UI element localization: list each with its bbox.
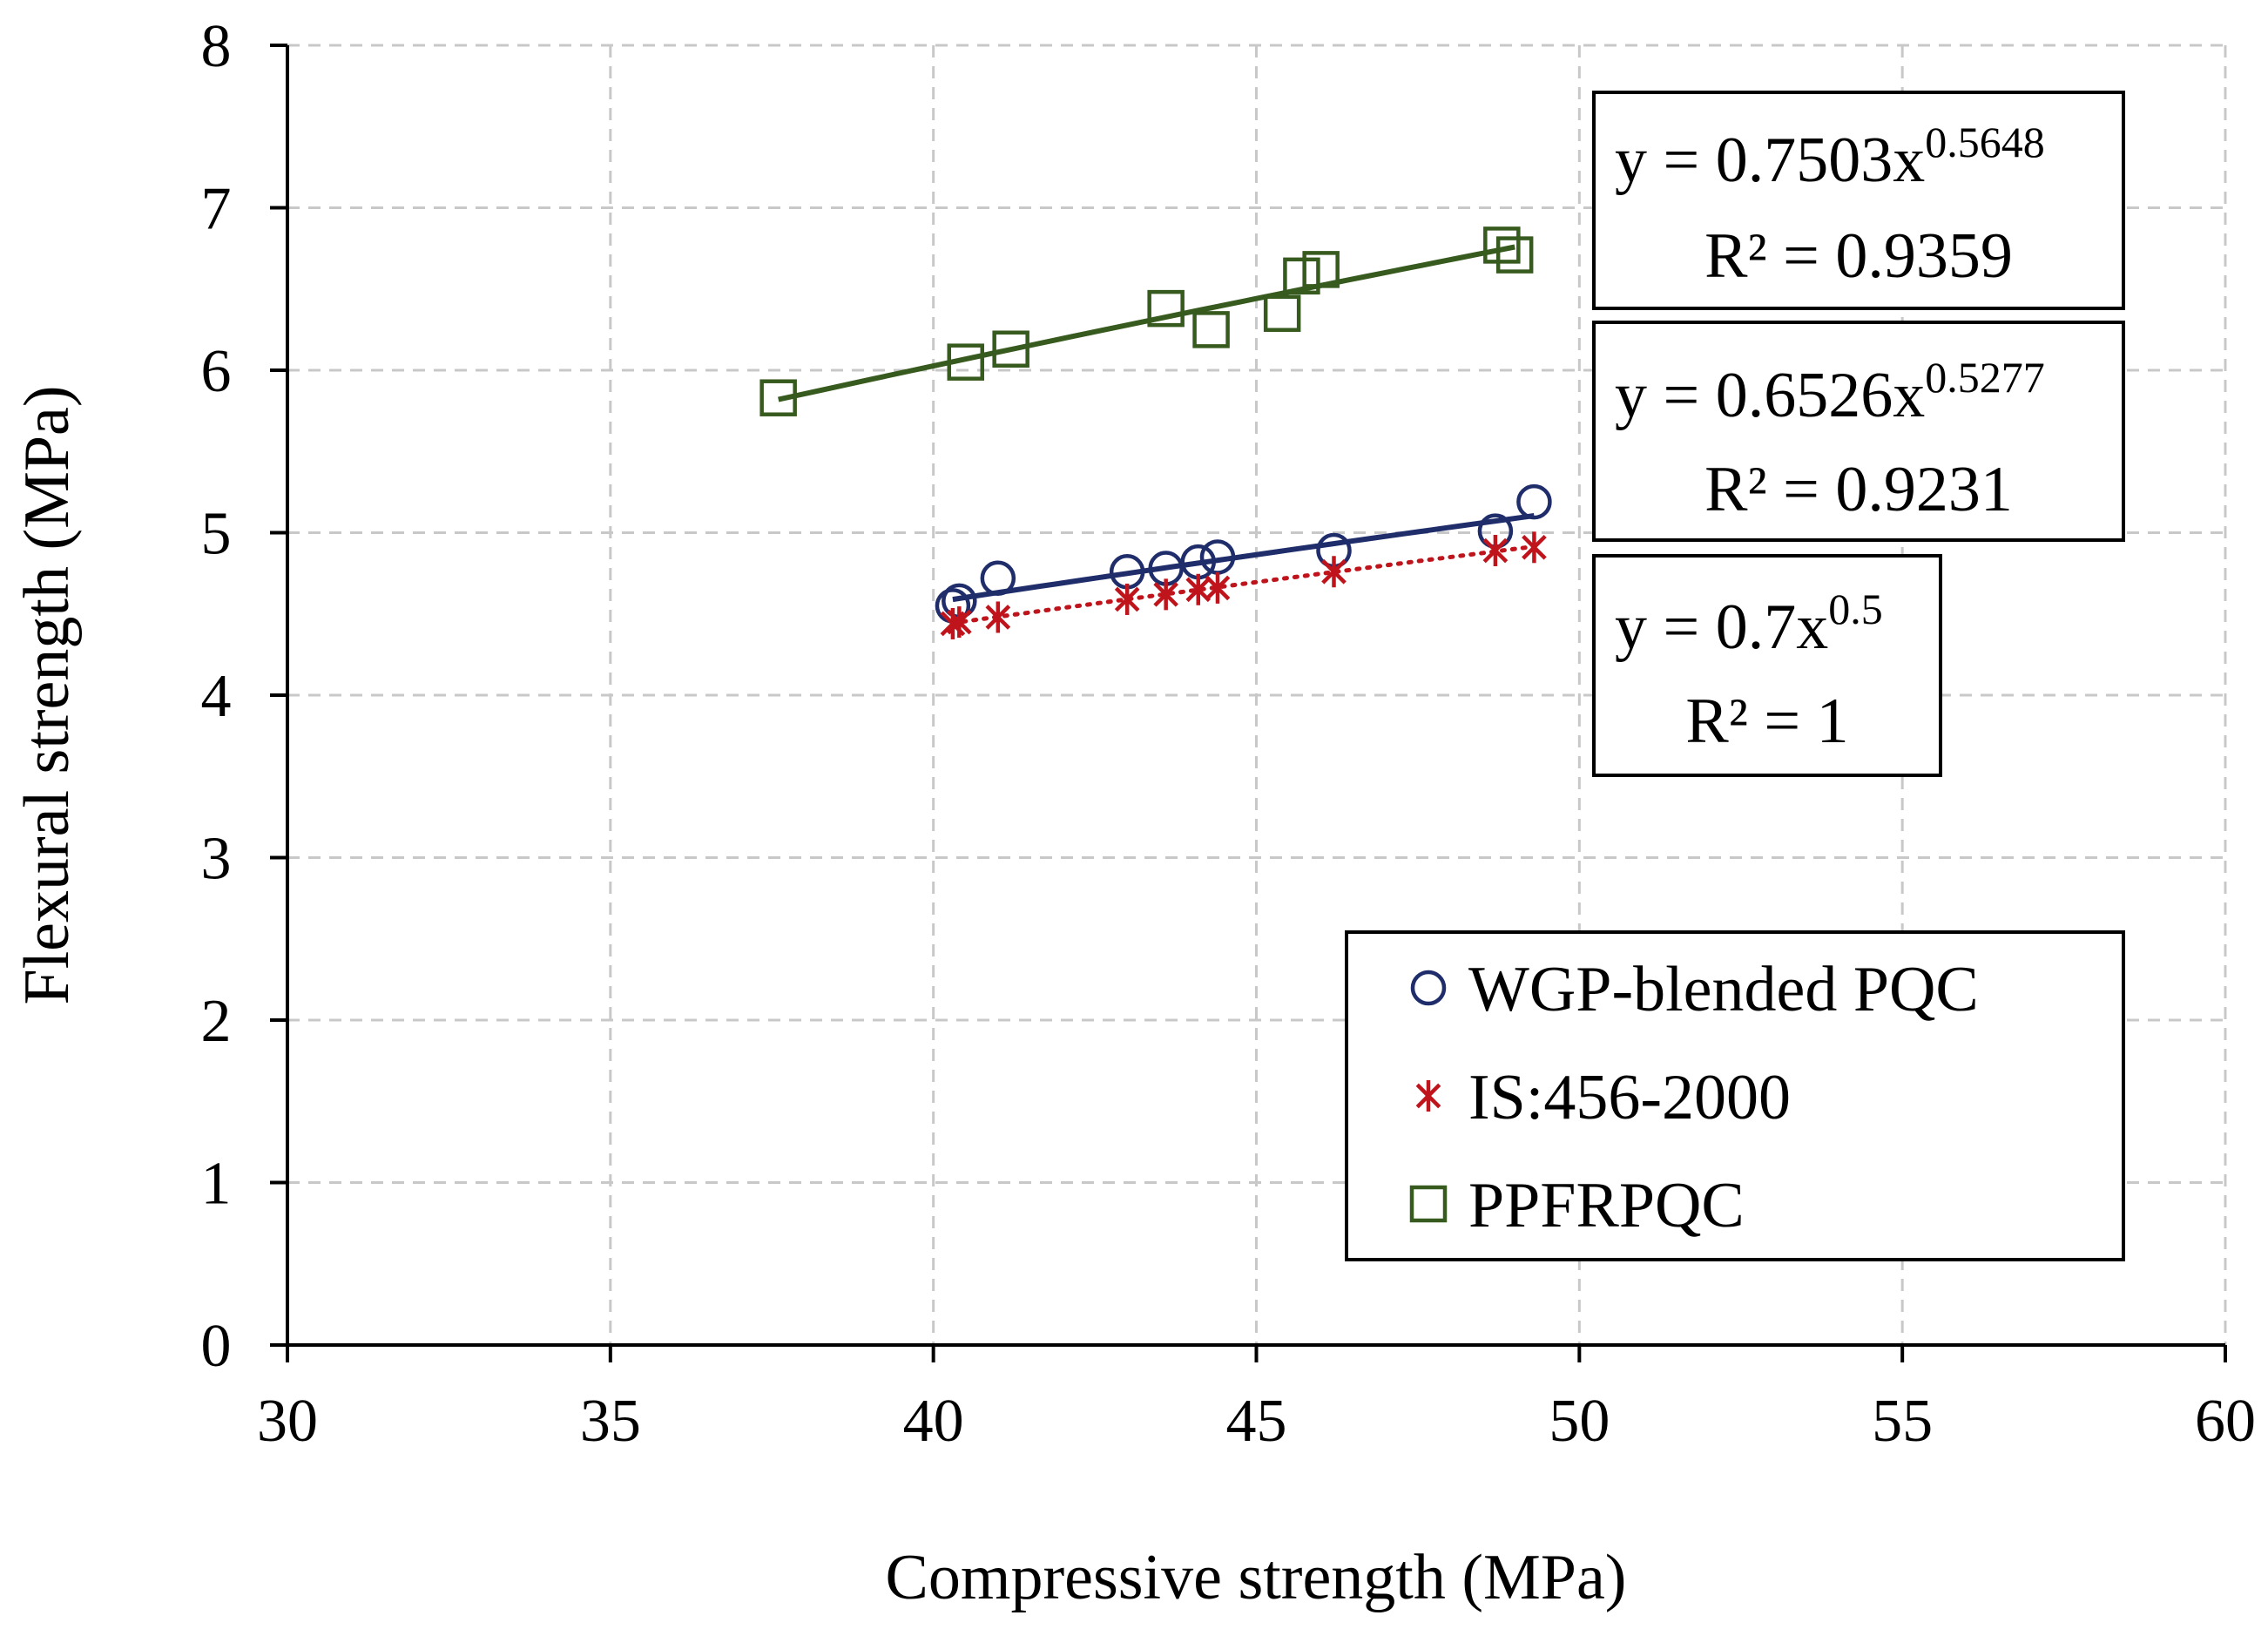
data-point-square: [947, 343, 984, 381]
equation-box-ppfrpqc: y = 0.7503x0.5648 R² = 0.9359: [1592, 91, 2125, 310]
data-point-circle: [980, 560, 1016, 596]
y-tick-label: 3: [201, 826, 232, 893]
y-tick-label: 5: [201, 501, 232, 568]
marker-shape: [980, 560, 1016, 596]
data-point-star: [1153, 578, 1178, 611]
data-point-star: [947, 606, 972, 639]
data-point-square: [992, 330, 1029, 368]
y-tick-label: 8: [201, 13, 232, 80]
y-tick-label: 0: [201, 1313, 232, 1380]
r-squared-text: R² = 0.9231: [1704, 454, 2013, 525]
equation-box-is456: y = 0.7x0.5 R² = 1: [1592, 554, 1942, 777]
marker-shape: [1283, 257, 1320, 295]
data-point-star: [1185, 573, 1212, 605]
equation-box-wgp: y = 0.6526x0.5277 R² = 0.9231: [1592, 321, 2125, 542]
marker-shape: [759, 379, 797, 416]
x-tick-label: 60: [2195, 1388, 2256, 1455]
x-axis-title: Compressive strength (MPa): [886, 1542, 1627, 1613]
equation-text: y = 0.6526x0.5277: [1615, 353, 2045, 431]
r-squared-text: R² = 0.9359: [1704, 220, 2013, 292]
legend-marker-circle: [1410, 970, 1447, 1006]
r-squared-text: R² = 1: [1685, 686, 1848, 757]
legend-label: WGP-blended PQC: [1468, 954, 1979, 1025]
data-point-star: [1114, 583, 1140, 615]
marker-shape: [1495, 236, 1534, 274]
data-point-star: [1321, 556, 1347, 588]
y-tick-label: 1: [201, 1151, 232, 1218]
marker-shape: [992, 330, 1029, 368]
marker-shape: [1410, 970, 1447, 1006]
axes: [270, 44, 2227, 1362]
legend-marker-star: [1415, 1080, 1441, 1112]
x-tick-label: 50: [1549, 1388, 1610, 1455]
data-point-square: [1147, 289, 1185, 328]
legend: WGP-blended PQC IS:456-2000 PPFRPQC: [1345, 930, 2125, 1261]
y-axis-title: Flexural strength (MPa): [11, 385, 83, 1004]
y-tick-label: 7: [201, 176, 232, 243]
y-tick-label: 6: [201, 338, 232, 405]
x-tick-label: 35: [580, 1388, 641, 1455]
data-point-square: [1192, 311, 1230, 348]
legend-label: PPFRPQC: [1468, 1170, 1745, 1241]
marker-shape: [1302, 251, 1340, 288]
marker-shape: [1516, 483, 1552, 520]
legend-marker-square: [1409, 1185, 1448, 1223]
x-tick-label: 30: [257, 1388, 318, 1455]
marker-shape: [1409, 1185, 1448, 1223]
legend-label: IS:456-2000: [1468, 1062, 1791, 1133]
x-tick-label: 55: [1872, 1388, 1933, 1455]
equation-text: y = 0.7x0.5: [1615, 585, 1883, 663]
y-tick-label: 2: [201, 988, 232, 1055]
data-point-square: [759, 379, 797, 416]
data-point-square: [1495, 236, 1534, 274]
trendlines: [778, 244, 1536, 625]
marker-shape: [1483, 226, 1521, 264]
equation-text: y = 0.7503x0.5648: [1615, 118, 2045, 196]
marker-shape: [1263, 294, 1301, 332]
data-point-star: [1205, 571, 1231, 604]
y-tick-label: 4: [201, 663, 232, 730]
data-point-square: [1483, 226, 1521, 264]
marker-shape: [1147, 289, 1185, 328]
trendline-circle: [952, 513, 1535, 603]
data-points: [759, 226, 1552, 639]
data-point-star: [1482, 535, 1509, 567]
x-tick-label: 45: [1226, 1388, 1287, 1455]
data-point-star: [1522, 531, 1547, 564]
data-point-star: [985, 601, 1011, 633]
trendline-square: [778, 244, 1515, 402]
trendline-star: [950, 544, 1536, 625]
data-point-square: [1283, 257, 1320, 295]
marker-shape: [947, 343, 984, 381]
data-point-circle: [1516, 483, 1552, 520]
x-tick-label: 40: [903, 1388, 964, 1455]
data-point-square: [1302, 251, 1340, 288]
marker-shape: [1192, 311, 1230, 348]
data-point-square: [1263, 294, 1301, 332]
